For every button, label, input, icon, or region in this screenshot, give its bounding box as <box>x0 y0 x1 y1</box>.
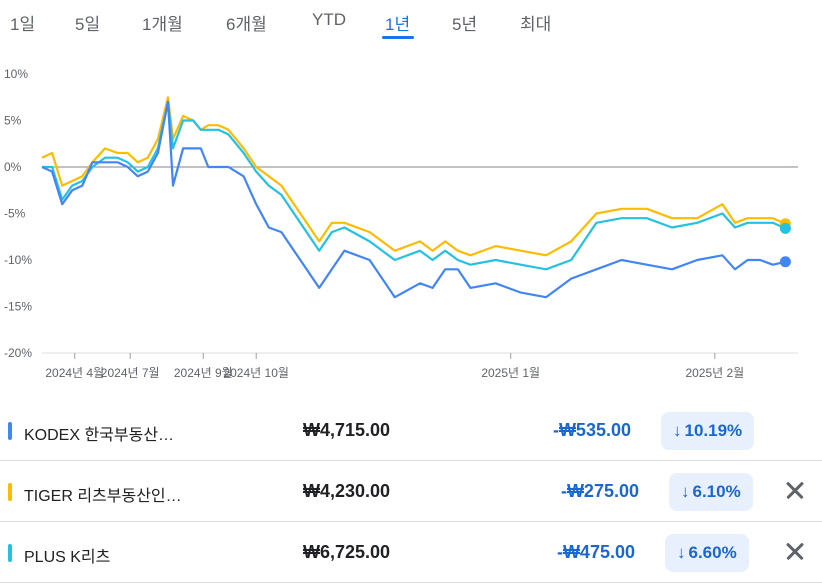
series-color-swatch <box>8 422 12 440</box>
y-tick-label: 0% <box>4 160 22 174</box>
x-tick-label: 2024년 4월 <box>45 366 104 380</box>
tab-1d[interactable]: 1일 <box>10 15 36 34</box>
tab-max[interactable]: 최대 <box>520 15 552 34</box>
price-change: -₩475.00 <box>556 542 635 562</box>
tab-6m[interactable]: 6개월 <box>226 15 267 34</box>
security-name: TIGER 리츠부동산인… <box>24 488 182 505</box>
range-tabs: 1일 5일 1개월 6개월 YTD 1년 5년 최대 <box>0 0 822 40</box>
percent-change-value: 6.60% <box>688 543 737 562</box>
arrow-down-icon: ↓ <box>673 421 682 440</box>
tab-1y[interactable]: 1년 <box>385 15 411 34</box>
series-color-swatch <box>8 544 12 562</box>
price-change: -₩275.00 <box>560 481 639 501</box>
percent-change-value: 6.10% <box>692 482 741 501</box>
tab-1m[interactable]: 1개월 <box>142 15 183 34</box>
close-icon[interactable] <box>783 479 807 503</box>
x-tick-label: 2025년 1월 <box>481 366 540 380</box>
y-tick-label: 10% <box>4 67 28 81</box>
security-price: ₩4,230.00 <box>303 481 391 501</box>
list-item[interactable]: PLUS K리츠 ₩6,725.00 -₩475.00 ↓ 6.60% <box>0 522 822 583</box>
security-price: ₩6,725.00 <box>303 542 391 562</box>
series-end-markers <box>779 218 791 268</box>
comparison-list: KODEX 한국부동산… ₩4,715.00 -₩535.00 ↓ 10.19% … <box>0 400 822 583</box>
series-end-dot <box>779 222 791 234</box>
list-item[interactable]: KODEX 한국부동산… ₩4,715.00 -₩535.00 ↓ 10.19% <box>0 400 822 461</box>
series-line <box>41 96 786 257</box>
percent-change-badge: ↓ 6.60% <box>665 534 749 572</box>
series-line <box>42 100 786 271</box>
y-tick-label: -10% <box>4 253 32 267</box>
series-lines <box>41 96 786 299</box>
tab-5d[interactable]: 5일 <box>75 15 101 34</box>
security-name: PLUS K리츠 <box>24 549 111 566</box>
close-icon[interactable] <box>783 540 807 564</box>
series-end-dot <box>779 256 791 268</box>
percent-change-value: 10.19% <box>684 421 743 440</box>
price-change: -₩535.00 <box>552 420 631 440</box>
tab-5y[interactable]: 5년 <box>452 15 478 34</box>
arrow-down-icon: ↓ <box>681 482 690 501</box>
arrow-down-icon: ↓ <box>677 543 686 562</box>
x-tick-label: 2024년 10월 <box>223 366 288 380</box>
tab-ytd[interactable]: YTD <box>312 10 346 29</box>
y-tick-label: -20% <box>4 346 32 360</box>
y-tick-label: 5% <box>4 114 22 128</box>
x-tick-label: 2024년 9월 <box>174 366 233 380</box>
active-tab-indicator <box>382 36 414 39</box>
list-item[interactable]: TIGER 리츠부동산인… ₩4,230.00 -₩275.00 ↓ 6.10% <box>0 461 822 522</box>
x-tick-label: 2024년 7월 <box>101 366 160 380</box>
y-tick-label: -5% <box>4 207 26 221</box>
y-axis: 10% 5% 0% -5% -10% -15% -20% <box>4 67 32 360</box>
security-name: KODEX 한국부동산… <box>24 427 175 444</box>
series-line <box>41 100 786 299</box>
y-tick-label: -15% <box>4 300 32 314</box>
x-tick-label: 2025년 2월 <box>685 366 744 380</box>
percent-change-badge: ↓ 10.19% <box>661 412 755 450</box>
series-color-swatch <box>8 483 12 501</box>
security-price: ₩4,715.00 <box>303 420 391 440</box>
percent-change-badge: ↓ 6.10% <box>669 473 753 511</box>
